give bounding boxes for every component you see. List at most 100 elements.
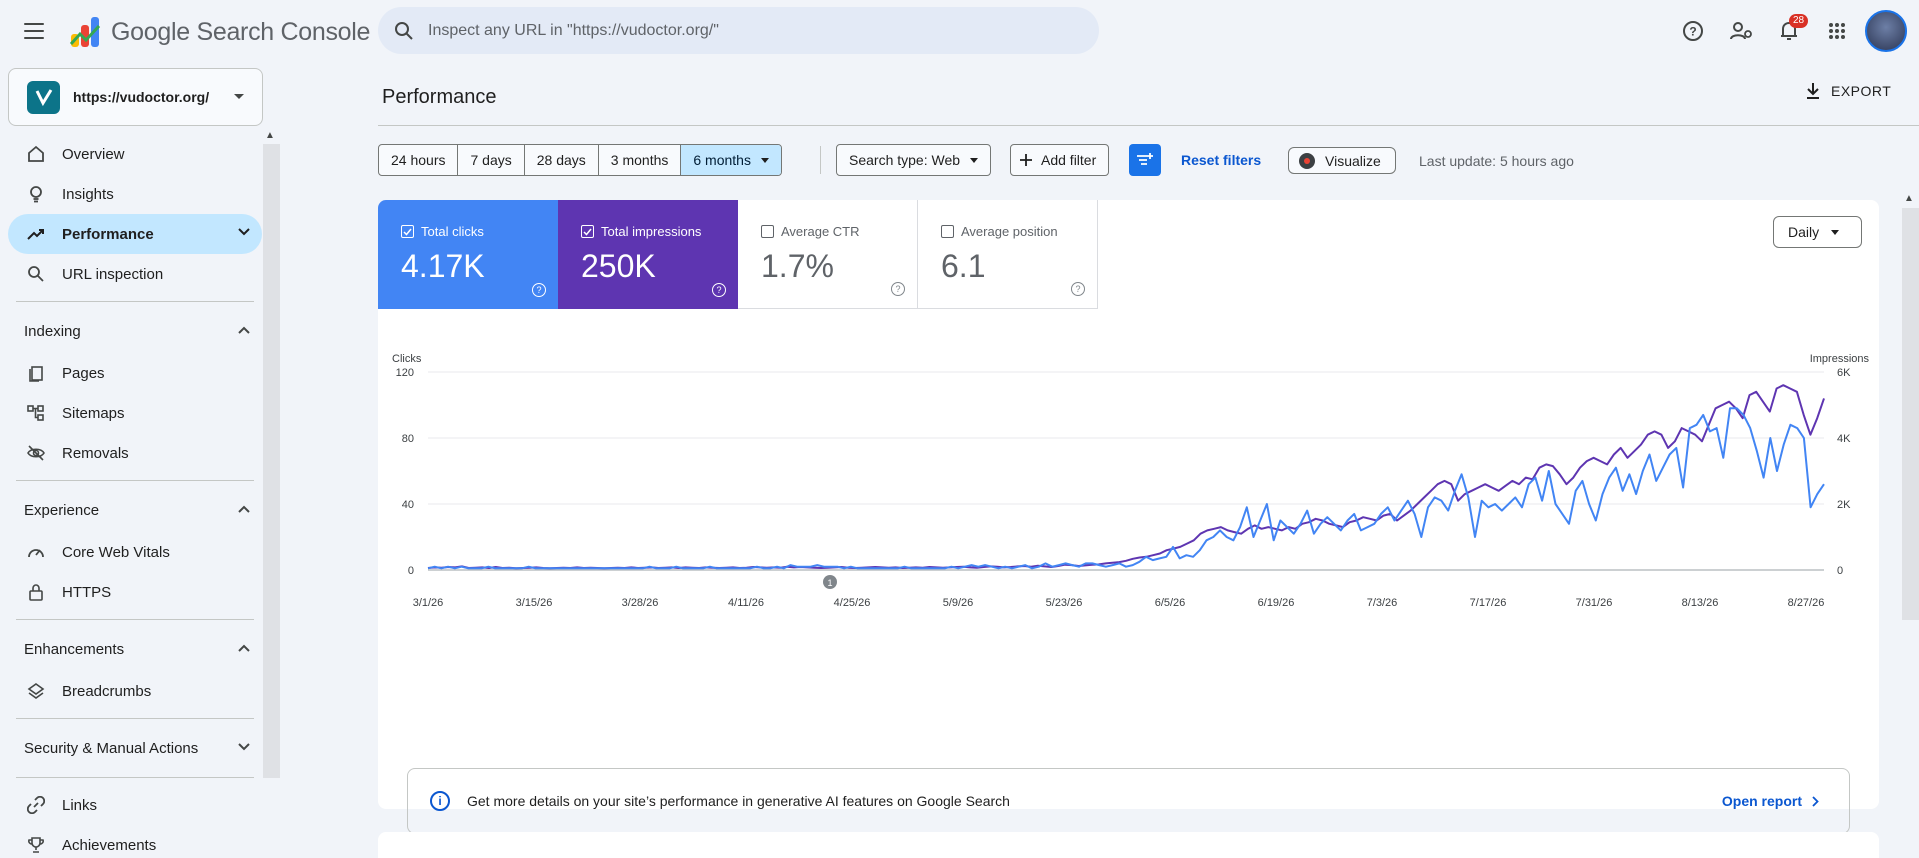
range-6-months[interactable]: 6 months	[681, 145, 781, 175]
sidebar-section-security[interactable]: Security & Manual Actions	[8, 726, 262, 770]
link-icon	[26, 795, 46, 815]
x-tick-label: 3/28/26	[622, 597, 659, 609]
info-icon: i	[430, 791, 450, 811]
main-scrollbar[interactable]	[1902, 208, 1919, 620]
x-tick-label: 7/3/26	[1367, 597, 1398, 609]
chevron-down-icon	[238, 743, 250, 751]
account-avatar[interactable]	[1865, 10, 1907, 52]
granularity-dropdown[interactable]: Daily	[1773, 216, 1862, 248]
checkbox-checked-icon[interactable]	[581, 225, 594, 238]
checkbox-checked-icon[interactable]	[401, 225, 414, 238]
sidebar-item-label: URL inspection	[62, 265, 164, 283]
checkbox-unchecked-icon[interactable]	[761, 225, 774, 238]
sidebar-item-https[interactable]: HTTPS	[8, 572, 262, 612]
range-24-hours[interactable]: 24 hours	[379, 145, 459, 175]
sidebar-item-url-inspection[interactable]: URL inspection	[8, 254, 262, 294]
url-inspect-search[interactable]	[378, 7, 1099, 54]
range-7-days[interactable]: 7 days	[458, 145, 525, 175]
sidebar-item-overview[interactable]: Overview	[8, 134, 262, 174]
user-settings-icon[interactable]	[1725, 15, 1757, 47]
download-icon	[1807, 83, 1819, 99]
sidebar-scrollbar[interactable]	[263, 144, 280, 778]
sidebar-section-title: Enhancements	[24, 640, 125, 658]
chevron-up-icon	[238, 644, 250, 652]
lock-icon	[26, 582, 46, 602]
sidebar-item-links[interactable]: Links	[8, 785, 262, 825]
scroll-up-arrow-icon[interactable]: ▲	[1904, 193, 1914, 204]
scroll-up-arrow-icon[interactable]: ▲	[265, 130, 275, 141]
granularity-label: Daily	[1788, 224, 1820, 240]
sidebar-item-achievements[interactable]: Achievements	[8, 825, 262, 858]
last-update-text: Last update: 5 hours ago	[1419, 153, 1574, 169]
range-3-months[interactable]: 3 months	[599, 145, 682, 175]
metric-label: Total impressions	[601, 224, 702, 239]
sidebar-item-insights[interactable]: Insights	[8, 174, 262, 214]
metric-average-ctr[interactable]: Average CTR 1.7% ?	[738, 200, 918, 309]
x-tick-label: 4/11/26	[728, 597, 764, 609]
help-icon[interactable]: ?	[891, 282, 905, 296]
sidebar-item-core-web-vitals[interactable]: Core Web Vitals	[8, 532, 262, 572]
reset-filters-link[interactable]: Reset filters	[1181, 152, 1262, 168]
metric-average-position[interactable]: Average position 6.1 ?	[918, 200, 1098, 309]
notification-count-badge: 28	[1789, 14, 1809, 28]
nav-divider	[16, 301, 254, 302]
open-report-label: Open report	[1721, 793, 1802, 809]
banner-text: Get more details on your site’s performa…	[467, 793, 1010, 809]
sidebar-item-removals[interactable]: Removals	[8, 433, 262, 473]
sidebar-section-experience[interactable]: Experience	[8, 488, 262, 532]
x-tick-label: 7/31/26	[1576, 597, 1613, 609]
open-report-link[interactable]: Open report	[1722, 793, 1819, 809]
property-selector[interactable]: https://vudoctor.org/	[8, 68, 263, 126]
ai-features-banner: i Get more details on your site’s perfor…	[407, 768, 1850, 834]
caret-down-icon	[760, 157, 769, 163]
x-tick-label: 8/13/26	[1682, 597, 1719, 609]
sidebar-section-indexing[interactable]: Indexing	[8, 309, 262, 353]
y-left-tick-label: 120	[396, 367, 414, 379]
filter-edit-button[interactable]	[1129, 144, 1161, 176]
plus-icon	[1020, 154, 1032, 166]
sidebar-section-enhancements[interactable]: Enhancements	[8, 627, 262, 671]
filter-settings-icon	[1137, 153, 1153, 165]
sidebar-item-performance[interactable]: Performance	[8, 214, 262, 254]
search-input[interactable]	[428, 21, 1068, 40]
checkbox-unchecked-icon[interactable]	[941, 225, 954, 238]
performance-chart: Clicks Impressions 0 0 40 2K 80 4K 120 6K 3/1/26 3/…	[392, 353, 1870, 609]
sidebar-item-breadcrumbs[interactable]: Breadcrumbs	[8, 671, 262, 711]
chevron-down-icon[interactable]	[238, 228, 250, 236]
visualize-button[interactable]: Visualize	[1288, 147, 1396, 174]
search-icon	[395, 21, 413, 40]
export-button[interactable]: EXPORT	[1805, 82, 1891, 100]
metric-label: Total clicks	[421, 224, 484, 239]
annotation-marker	[823, 575, 837, 589]
help-icon[interactable]: ?	[1071, 282, 1085, 296]
search-type-filter[interactable]: Search type: Web	[836, 144, 992, 176]
add-filter-button[interactable]: Add filter	[1010, 144, 1110, 176]
metric-total-impressions[interactable]: Total impressions 250K ?	[558, 200, 738, 309]
range-28-days[interactable]: 28 days	[525, 145, 599, 175]
x-tick-label: 3/15/26	[516, 597, 553, 609]
y-right-tick-label: 0	[1837, 565, 1843, 577]
page-title: Performance	[382, 86, 497, 108]
trending-up-icon	[26, 224, 46, 244]
property-url: https://vudoctor.org/	[73, 89, 210, 105]
help-icon[interactable]: ?	[712, 283, 726, 297]
date-range-selector: 24 hours 7 days 28 days 3 months 6 month…	[378, 144, 782, 176]
y-left-tick-label: 0	[408, 565, 414, 577]
sidebar-item-label: Performance	[62, 225, 154, 243]
help-icon[interactable]: ?	[532, 283, 546, 297]
export-label: EXPORT	[1831, 83, 1892, 99]
top-bar: Google Search Console ? 28	[0, 0, 1919, 62]
sidebar-item-sitemaps[interactable]: Sitemaps	[8, 393, 262, 433]
x-tick-label: 6/5/26	[1155, 597, 1186, 609]
clicks-series-line	[427, 407, 1825, 570]
apps-grid-icon[interactable]	[1821, 15, 1853, 47]
sidebar-item-pages[interactable]: Pages	[8, 353, 262, 393]
help-icon[interactable]: ?	[1677, 15, 1709, 47]
app-title: Google Search Console	[111, 18, 371, 46]
x-tick-label: 6/19/26	[1258, 597, 1295, 609]
notifications-bell-icon[interactable]: 28	[1773, 14, 1809, 47]
metric-total-clicks[interactable]: Total clicks 4.17K ?	[378, 200, 558, 309]
speed-gauge-icon	[26, 542, 46, 562]
main-menu-icon[interactable]	[18, 16, 50, 46]
search-console-logo	[69, 17, 101, 47]
